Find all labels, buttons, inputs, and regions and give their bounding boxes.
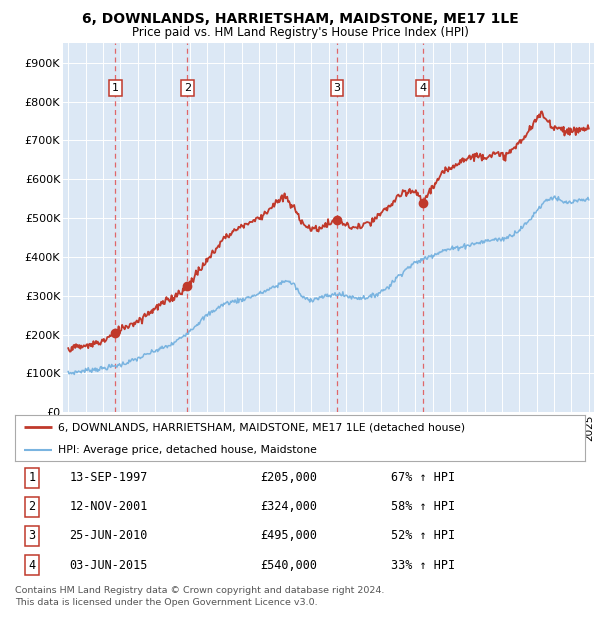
Text: 2: 2 xyxy=(29,500,35,513)
Text: Price paid vs. HM Land Registry's House Price Index (HPI): Price paid vs. HM Land Registry's House … xyxy=(131,26,469,39)
Text: Contains HM Land Registry data © Crown copyright and database right 2024.: Contains HM Land Registry data © Crown c… xyxy=(15,586,385,595)
Text: 12-NOV-2001: 12-NOV-2001 xyxy=(69,500,148,513)
Text: 67% ↑ HPI: 67% ↑ HPI xyxy=(391,471,455,484)
Text: £324,000: £324,000 xyxy=(260,500,317,513)
Text: 4: 4 xyxy=(419,83,426,93)
Text: This data is licensed under the Open Government Licence v3.0.: This data is licensed under the Open Gov… xyxy=(15,598,317,607)
Text: 1: 1 xyxy=(29,471,35,484)
Text: 25-JUN-2010: 25-JUN-2010 xyxy=(69,529,148,542)
Text: 03-JUN-2015: 03-JUN-2015 xyxy=(69,559,148,572)
Text: 6, DOWNLANDS, HARRIETSHAM, MAIDSTONE, ME17 1LE (detached house): 6, DOWNLANDS, HARRIETSHAM, MAIDSTONE, ME… xyxy=(58,422,465,432)
Text: 3: 3 xyxy=(29,529,35,542)
Text: 6, DOWNLANDS, HARRIETSHAM, MAIDSTONE, ME17 1LE: 6, DOWNLANDS, HARRIETSHAM, MAIDSTONE, ME… xyxy=(82,12,518,27)
Text: £540,000: £540,000 xyxy=(260,559,317,572)
Text: 3: 3 xyxy=(334,83,340,93)
Text: 52% ↑ HPI: 52% ↑ HPI xyxy=(391,529,455,542)
Text: 58% ↑ HPI: 58% ↑ HPI xyxy=(391,500,455,513)
Text: £205,000: £205,000 xyxy=(260,471,317,484)
Text: 4: 4 xyxy=(29,559,35,572)
Text: 13-SEP-1997: 13-SEP-1997 xyxy=(69,471,148,484)
Text: £495,000: £495,000 xyxy=(260,529,317,542)
Text: 2: 2 xyxy=(184,83,191,93)
Text: HPI: Average price, detached house, Maidstone: HPI: Average price, detached house, Maid… xyxy=(58,445,317,454)
Text: 33% ↑ HPI: 33% ↑ HPI xyxy=(391,559,455,572)
Text: 1: 1 xyxy=(112,83,119,93)
